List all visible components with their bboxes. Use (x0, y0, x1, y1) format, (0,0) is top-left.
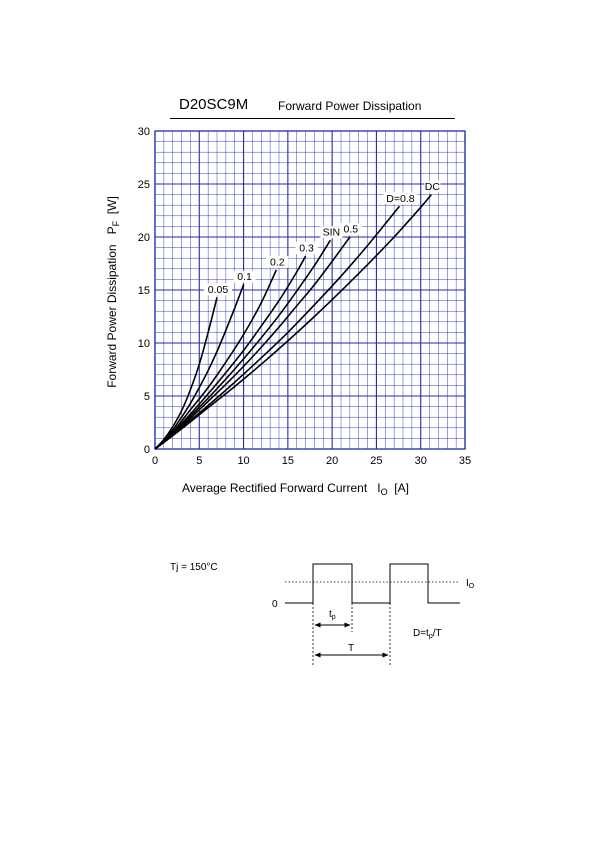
x-tick-label: 20 (326, 455, 338, 467)
x-tick-label: 25 (370, 455, 382, 467)
curve-label: DC (425, 181, 441, 193)
curve-label: 0.2 (270, 256, 285, 268)
curve-label-bg (383, 192, 418, 205)
x-tick-label: 35 (459, 455, 471, 467)
y-tick-label: 10 (138, 338, 150, 350)
y-tick-label: 25 (138, 179, 150, 191)
curve-label: D=0.8 (386, 193, 414, 205)
x-axis-label-text: Average Rectified Forward Current (182, 481, 368, 495)
curve-0-3 (154, 255, 307, 450)
curve-label-bg (233, 270, 256, 283)
curve-label-bg (339, 223, 362, 235)
chart-curves (154, 194, 432, 450)
part-number: D20SC9M (179, 96, 249, 113)
junction-temp-label: Tj = 150°C (170, 562, 218, 573)
zero-level-label: 0 (272, 599, 278, 610)
curve-label-bg (204, 283, 232, 296)
curve-sin (154, 239, 332, 450)
curve-0-2 (154, 269, 278, 450)
tp-label: tp (329, 609, 336, 621)
curve-label-bg (266, 255, 289, 268)
curve-label: SIN (323, 227, 341, 239)
curve-label-bg (320, 226, 343, 239)
period-label: T (348, 643, 354, 654)
curve-0-1 (154, 284, 245, 450)
curve-d-0-8 (154, 205, 401, 450)
curve-dc (154, 194, 432, 450)
io-level-label: IO (466, 578, 475, 590)
chart-title: D20SC9M Forward Power Dissipation (170, 96, 455, 119)
axis-ticks: 0 5 10 15 20 25 30 35 0 5 10 15 20 25 30 (138, 126, 471, 467)
x-tick-label: 15 (282, 455, 294, 467)
x-axis-symbol-sub: O (380, 487, 388, 497)
curve-labels: 0.05 0.1 0.2 0.3 SIN 0.5 D=0.8 DC (204, 180, 441, 296)
curve-0-05 (154, 297, 218, 450)
x-tick-label: 30 (415, 455, 427, 467)
pulse-waveform (285, 563, 460, 604)
x-tick-label: 5 (196, 455, 202, 467)
duty-formula: D=tp/T (413, 628, 442, 640)
y-tick-label: 15 (138, 285, 150, 297)
curve-label: 0.3 (299, 243, 314, 255)
x-axis-unit: [A] (394, 481, 409, 495)
chart-subtitle: Forward Power Dissipation (278, 99, 422, 113)
curve-label: 0.5 (344, 224, 359, 236)
curve-label-bg (295, 242, 318, 255)
y-tick-label: 0 (144, 444, 150, 456)
x-tick-label: 10 (237, 455, 249, 467)
x-axis-symbol: I (377, 481, 381, 495)
curve-0-5 (154, 236, 351, 450)
x-tick-label: 0 (152, 455, 158, 467)
plot-frame (154, 130, 466, 450)
y-tick-label: 5 (144, 391, 150, 403)
x-axis-label: Average Rectified Forward Current IO [A] (182, 481, 409, 497)
curve-label: 0.05 (208, 284, 229, 296)
y-tick-label: 20 (138, 232, 150, 244)
curve-label: 0.1 (237, 271, 252, 283)
curve-label-bg (424, 180, 441, 193)
y-tick-label: 30 (138, 126, 150, 138)
